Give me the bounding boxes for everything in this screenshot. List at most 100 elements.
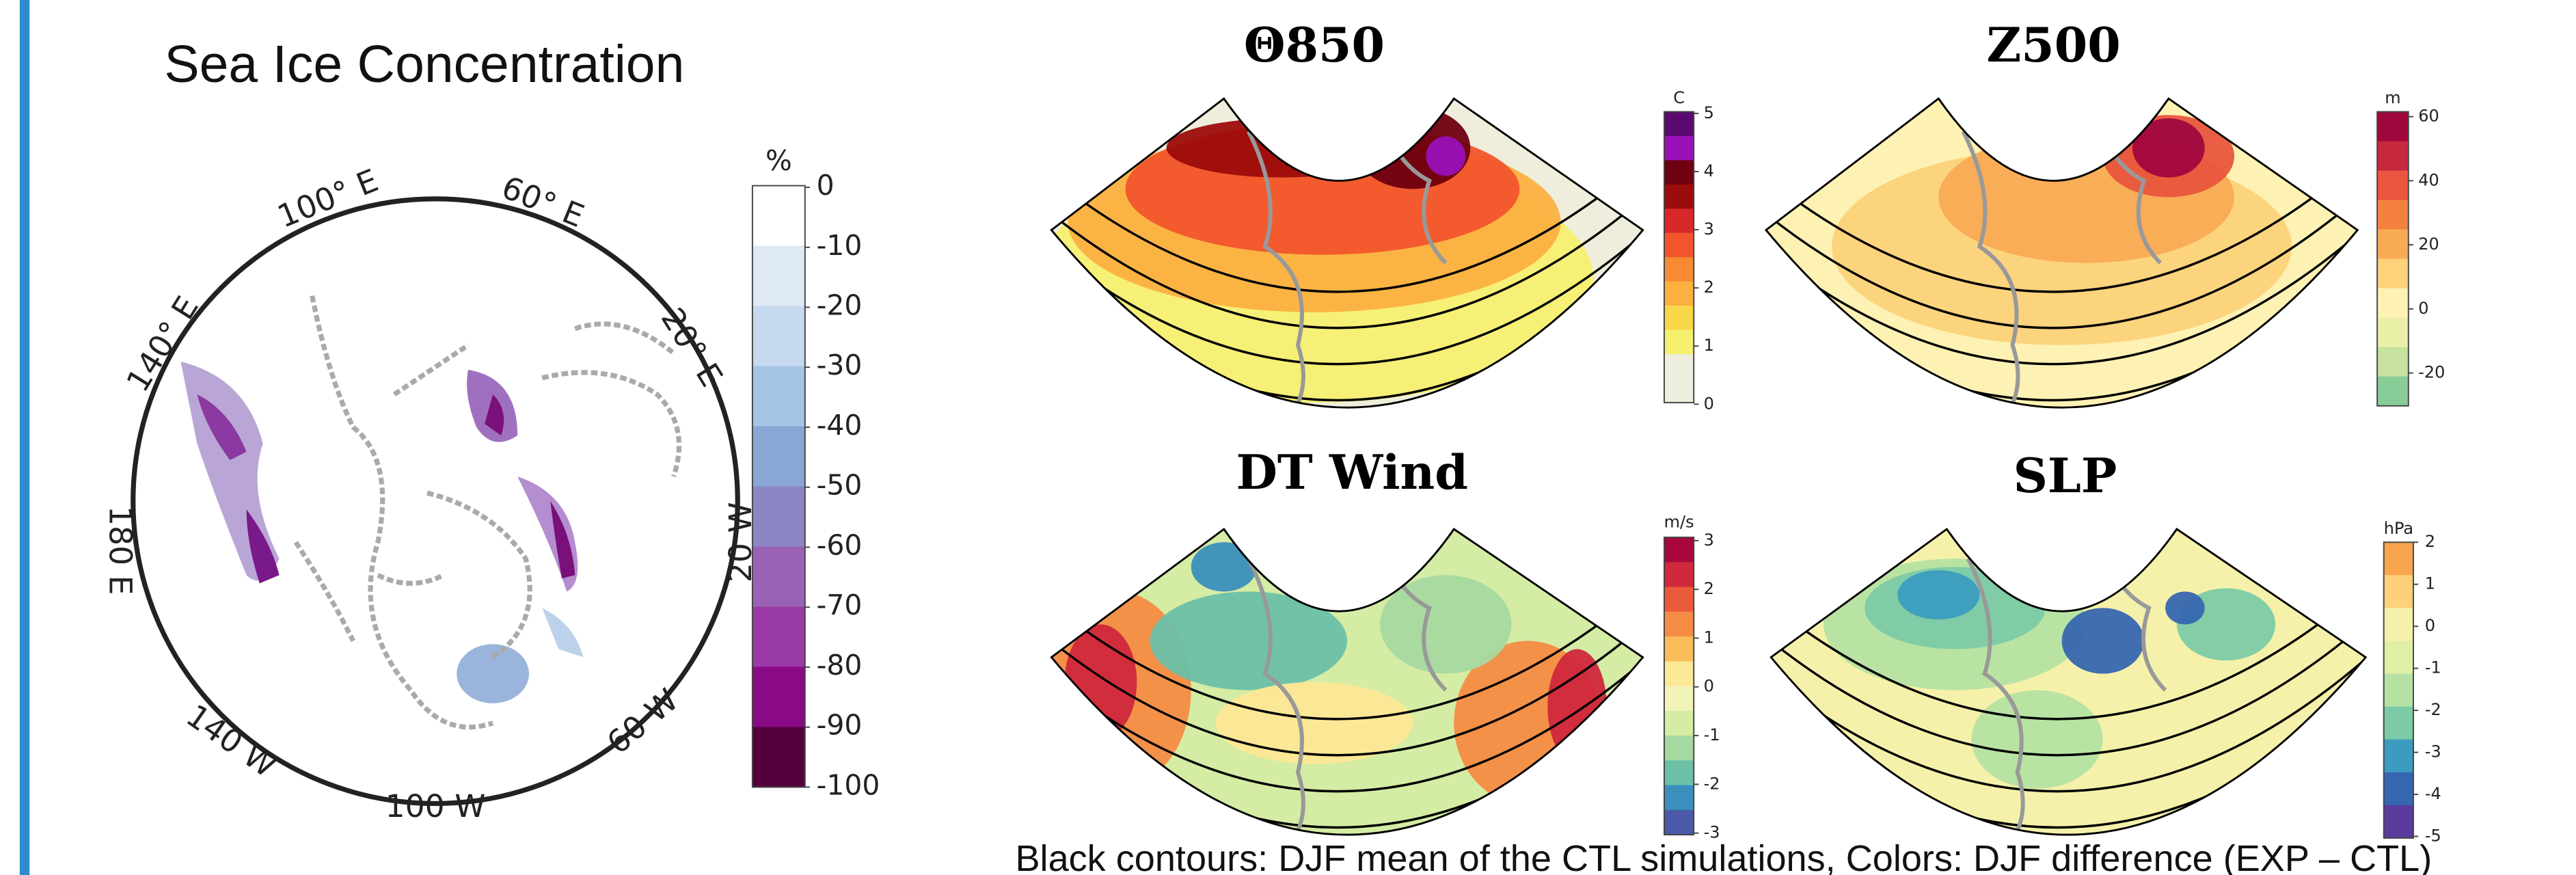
colorbar-segment <box>2384 608 2413 641</box>
anomaly-patch <box>1971 690 2102 789</box>
slide: Sea Ice Concentration 100° E60° E20° E14… <box>0 0 2576 875</box>
colorbar-tick-label: -100 <box>817 768 880 801</box>
panel-title: Θ850 <box>1244 18 1385 73</box>
colorbar-tick-label: 2 <box>2425 532 2435 551</box>
anomaly-patch <box>1426 137 1465 176</box>
colorbar-segment <box>753 306 805 367</box>
anomaly-patch <box>2165 591 2205 624</box>
colorbar-segment <box>753 246 805 307</box>
colorbar-segment <box>753 427 805 487</box>
colorbar-segment <box>1664 306 1694 330</box>
colorbar-unit: % <box>765 144 792 177</box>
colorbar-segment <box>2377 347 2409 377</box>
colorbar-segment <box>753 667 805 727</box>
colorbar-segment <box>1664 810 1694 835</box>
colorbar-tick-label: 0 <box>2418 299 2428 318</box>
panel-title: SLP <box>2014 448 2117 504</box>
colorbar-tick-label: -20 <box>817 289 863 322</box>
colorbar-segment <box>2384 805 2413 839</box>
colorbar-segment <box>1664 537 1694 563</box>
colorbar-segment <box>1664 711 1694 736</box>
colorbar-segment <box>753 186 805 247</box>
colorbar-tick-label: -30 <box>817 349 863 381</box>
colorbar-segment <box>1664 661 1694 686</box>
colorbar-segment <box>2384 772 2413 806</box>
accent-bar <box>20 0 29 875</box>
colorbar-segment <box>1664 760 1694 785</box>
anomaly-patch <box>2062 608 2144 673</box>
colorbar-segment <box>2377 288 2409 319</box>
colorbar-segment <box>2377 141 2409 171</box>
colorbar-tick-label: 1 <box>2425 574 2435 593</box>
colorbar-tick-label: -60 <box>817 528 863 561</box>
colorbar-segment <box>753 366 805 427</box>
colorbar-tick-label: -4 <box>2425 784 2441 803</box>
colorbar-segment <box>2377 200 2409 230</box>
anomaly-patch <box>1897 570 1979 619</box>
colorbar-segment <box>2377 318 2409 348</box>
anomaly-patch <box>1150 591 1347 690</box>
colorbar-segment <box>1664 160 1694 185</box>
colorbar-tick-label: 60 <box>2418 107 2439 126</box>
colorbar-tick-label: 0 <box>2425 616 2435 635</box>
colorbar-segment <box>1664 282 1694 306</box>
colorbar-tick-label: -10 <box>817 229 863 262</box>
longitude-label: 100° E <box>273 162 383 235</box>
panel-title: DT Wind <box>1236 445 1468 500</box>
colorbar-tick-label: 3 <box>1704 530 1714 550</box>
colorbar-segment <box>2377 377 2409 407</box>
longitude-label: 20° E <box>654 301 730 392</box>
colorbar-segment <box>1664 330 1694 355</box>
colorbar-tick-label: 40 <box>2418 170 2439 189</box>
anomaly-patch <box>1191 542 1257 591</box>
colorbar-segment <box>1664 257 1694 282</box>
colorbar-segment <box>1664 208 1694 233</box>
colorbar-segment <box>1664 185 1694 209</box>
colorbar-segment <box>1664 612 1694 637</box>
colorbar-unit: m <box>2385 88 2400 107</box>
colorbar-tick-label: -2 <box>2425 700 2441 719</box>
colorbar-tick-label: 5 <box>1704 103 1714 122</box>
colorbar-unit: hPa <box>2384 519 2413 538</box>
colorbar-tick-label: -3 <box>2425 742 2441 762</box>
colorbar-segment <box>753 487 805 548</box>
colorbar-tick-label: 3 <box>1704 219 1714 239</box>
colorbar-tick-label: 2 <box>1704 278 1714 297</box>
colorbar-tick-label: -20 <box>2418 363 2445 382</box>
colorbar-segment <box>1664 686 1694 712</box>
colorbar-segment <box>753 606 805 667</box>
colorbar-tick-label: -1 <box>1704 725 1720 744</box>
colorbar-segment <box>2384 575 2413 608</box>
colorbar-tick-label: -2 <box>1704 774 1720 793</box>
colorbar-tick-label: 2 <box>1704 579 1714 598</box>
colorbar-segment <box>2377 111 2409 142</box>
colorbar-segment <box>2384 542 2413 576</box>
colorbar-tick-label: -90 <box>817 709 863 742</box>
anomaly-patch <box>1380 575 1511 673</box>
colorbar-tick-label: 20 <box>2418 234 2439 254</box>
colorbar-segment <box>1664 562 1694 587</box>
colorbar-tick-label: -1 <box>2425 658 2441 677</box>
anomaly-patch <box>1167 118 1397 178</box>
colorbar-segment <box>1664 136 1694 161</box>
colorbar-segment <box>753 727 805 788</box>
colorbar-segment <box>1664 587 1694 612</box>
colorbar-tick-label: 1 <box>1704 336 1714 355</box>
anomaly-patch <box>2132 118 2205 178</box>
left-title: Sea Ice Concentration <box>164 35 684 94</box>
colorbar-segment <box>2384 707 2413 740</box>
colorbar-tick-label: 0 <box>1704 677 1714 696</box>
longitude-label: 100 W <box>385 788 486 824</box>
panel-title: Z500 <box>1986 18 2120 73</box>
colorbar-tick-label: -40 <box>817 409 863 442</box>
longitude-label: 60 W <box>600 682 685 761</box>
colorbar-segment <box>2384 674 2413 708</box>
colorbar-tick-label: -80 <box>817 649 863 682</box>
colorbar-tick-label: 1 <box>1704 628 1714 647</box>
colorbar-segment <box>2377 230 2409 260</box>
caption: Black contours: DJF mean of the CTL simu… <box>1015 838 2432 875</box>
longitude-label: 140 W <box>180 697 283 785</box>
colorbar-tick-label: 0 <box>1704 394 1714 413</box>
colorbar-tick-label: 4 <box>1704 161 1714 180</box>
longitude-label: 60° E <box>497 169 589 234</box>
